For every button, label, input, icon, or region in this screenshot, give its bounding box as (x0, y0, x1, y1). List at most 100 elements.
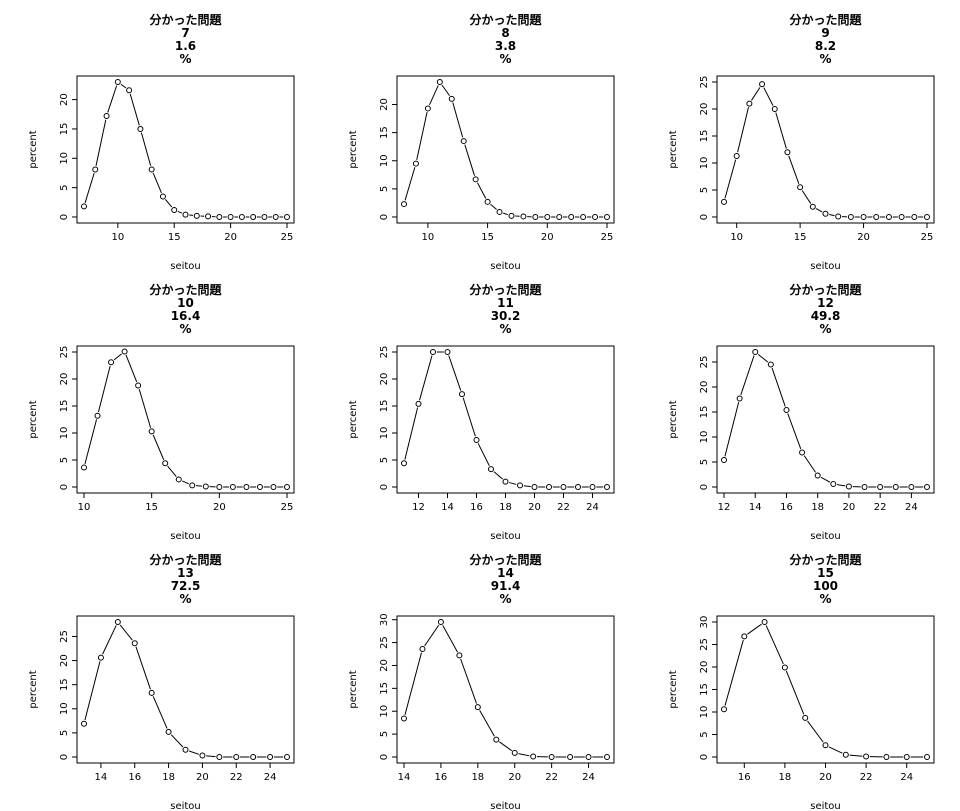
y-tick-label: 25 (699, 638, 710, 651)
data-point (233, 754, 240, 760)
x-axis-label: seitou (170, 261, 201, 272)
chart-title-line: 30.2 (491, 309, 521, 323)
series-line-segment (724, 639, 744, 706)
data-point (412, 160, 419, 167)
series-line-segment (490, 203, 497, 210)
series-line-segment (740, 355, 755, 396)
x-tick-label: 12 (718, 502, 731, 513)
y-tick-label: 5 (379, 186, 390, 192)
plot-frame (76, 75, 295, 224)
y-tick-label: 15 (699, 130, 710, 143)
data-point (436, 79, 443, 85)
x-tick-label: 20 (528, 502, 541, 513)
x-tick-label: 16 (435, 772, 448, 783)
data-point (199, 752, 206, 759)
data-point (883, 754, 890, 760)
data-point (284, 754, 290, 760)
data-point (924, 754, 930, 760)
series-line-segment (737, 107, 749, 153)
series-line-segment (107, 85, 118, 113)
y-tick-label: 20 (59, 93, 70, 106)
data-point (604, 214, 610, 220)
chart-title-line: % (179, 592, 191, 606)
series-line-segment (499, 741, 512, 752)
chart-title-line: 16.4 (171, 309, 201, 323)
series-line-segment (84, 419, 98, 465)
series-line-segment (820, 476, 831, 483)
data-point (814, 472, 821, 479)
data-point (108, 359, 115, 366)
data-point (741, 633, 748, 640)
data-point (401, 201, 407, 208)
data-point (924, 214, 930, 220)
y-axis-label: percent (348, 670, 359, 708)
series-line-segment (464, 144, 475, 176)
x-tick-label: 15 (481, 232, 494, 243)
data-point (860, 214, 867, 220)
data-point (845, 483, 852, 490)
x-tick-label: 24 (264, 772, 277, 783)
y-tick-label: 30 (379, 613, 390, 626)
plot-frame (76, 615, 295, 764)
chart-title-line: 3.8 (495, 39, 516, 53)
y-tick-label: 10 (699, 431, 710, 444)
series-line-segment (441, 84, 450, 97)
series-line-segment (84, 661, 101, 721)
data-point (799, 449, 806, 456)
y-tick-label: 15 (379, 400, 390, 413)
chart-title-line: 分かった問題 (149, 12, 222, 27)
data-point (182, 746, 189, 753)
x-tick-label: 14 (398, 772, 411, 783)
y-tick-label: 20 (59, 373, 70, 386)
data-point (229, 484, 236, 490)
data-point (216, 214, 223, 220)
chart-title-line: 9 (821, 26, 829, 40)
y-tick-label: 0 (59, 754, 70, 760)
x-tick-label: 20 (196, 772, 209, 783)
y-axis-label: percent (28, 670, 39, 708)
data-point (493, 736, 500, 743)
data-point (488, 466, 494, 473)
y-tick-label: 0 (59, 484, 70, 490)
data-point (126, 87, 133, 94)
data-point (415, 400, 422, 407)
data-point (424, 105, 431, 112)
data-point (159, 193, 166, 200)
chart-title-line: 91.4 (491, 579, 521, 593)
data-point (575, 484, 581, 490)
x-axis-label: seitou (490, 261, 521, 272)
chart-title-line: % (819, 52, 831, 66)
data-point (270, 484, 277, 490)
x-tick-label: 14 (749, 502, 762, 513)
chart-title-line: 12 (817, 296, 834, 310)
series-line-segment (747, 623, 762, 635)
data-point (809, 203, 816, 210)
y-tick-label: 20 (379, 373, 390, 386)
x-tick-label: 20 (541, 232, 554, 243)
chart-title-line: 100 (813, 579, 838, 593)
data-point (216, 754, 223, 760)
series-line-segment (518, 753, 530, 757)
x-tick-label: 24 (900, 772, 913, 783)
data-point (767, 361, 774, 368)
y-tick-label: 25 (379, 346, 390, 359)
series-line-segment (206, 755, 216, 758)
series-line-segment (119, 624, 133, 641)
x-tick-label: 10 (422, 232, 435, 243)
data-point (520, 213, 527, 220)
series-line-segment (801, 190, 812, 204)
series-line-segment (152, 696, 168, 729)
data-point (148, 689, 155, 696)
data-point (783, 407, 790, 413)
data-point (474, 704, 481, 711)
y-tick-label: 0 (699, 754, 710, 760)
data-point (752, 349, 759, 355)
y-tick-label: 5 (379, 457, 390, 463)
data-point (830, 481, 837, 487)
series-line-segment (803, 455, 816, 473)
series-line-segment (404, 407, 419, 460)
x-tick-label: 10 (111, 232, 124, 243)
series-line-segment (125, 354, 138, 383)
